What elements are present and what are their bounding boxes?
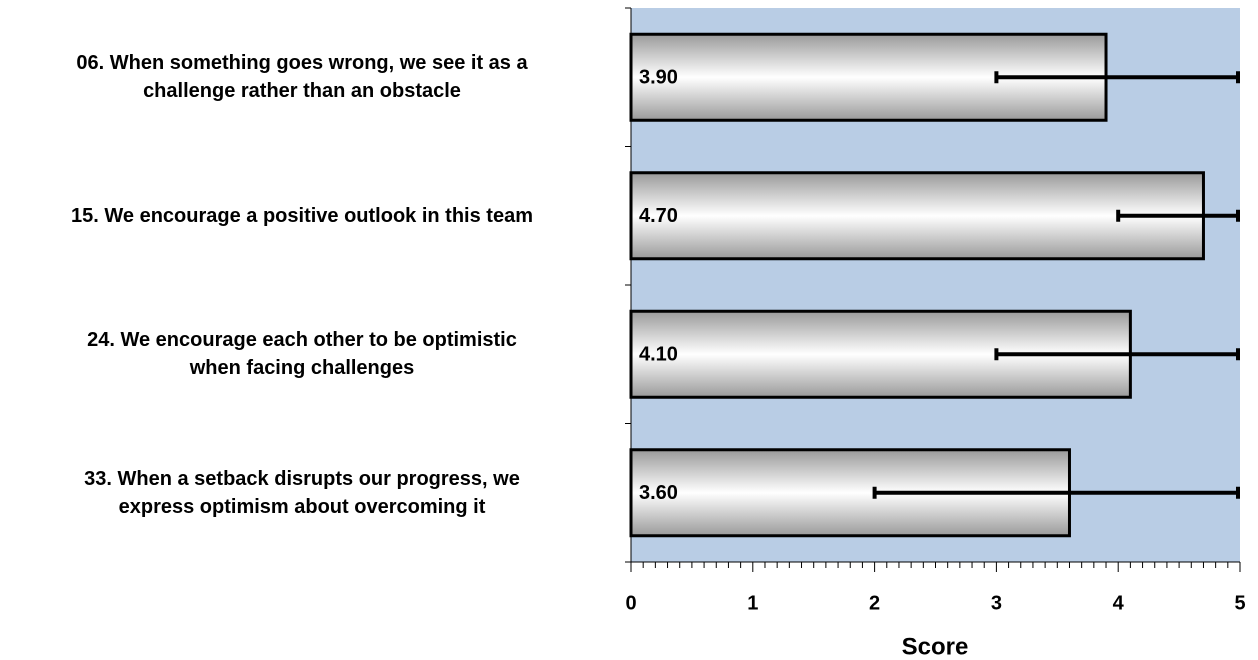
x-tick-label: 3	[991, 592, 1002, 614]
data-label: 3.60	[639, 482, 678, 504]
x-tick-label: 5	[1234, 592, 1245, 614]
data-label: 4.70	[639, 205, 678, 227]
category-label: 33. When a setback disrupts our progress…	[84, 467, 520, 518]
category-label: 24. We encourage each other to be optimi…	[87, 329, 517, 380]
bar	[629, 171, 1205, 261]
data-label: 4.10	[639, 344, 678, 366]
x-axis-title: Score	[902, 633, 969, 660]
x-tick-label: 0	[625, 592, 636, 614]
x-tick-label: 1	[747, 592, 758, 614]
category-label: 06. When something goes wrong, we see it…	[76, 52, 528, 103]
x-tick-label: 2	[869, 592, 880, 614]
data-label: 3.90	[639, 67, 678, 89]
category-label: 15. We encourage a positive outlook in t…	[71, 204, 533, 227]
x-tick-label: 4	[1113, 592, 1125, 614]
